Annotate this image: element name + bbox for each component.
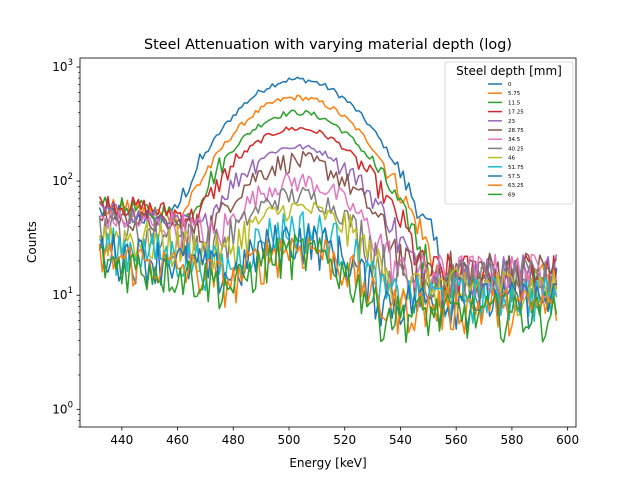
legend-box — [444, 61, 574, 205]
series-line-69 — [99, 233, 558, 344]
legend-label: 57.5 — [508, 174, 521, 180]
y-axis-label: Counts — [25, 221, 39, 263]
legend-label: 23 — [508, 119, 515, 125]
plot-lines — [98, 76, 558, 344]
legend-label: 46 — [508, 156, 515, 162]
x-axis-label: Energy [keV] — [289, 456, 366, 470]
legend: Steel depth [mm] 0 5.75 11.5 17.25 23 28.75 34.… — [444, 61, 574, 205]
y-axis: 100 101 102 103 — [52, 58, 80, 428]
x-axis: 440 460 480 500 520 540 560 580 600 — [110, 427, 579, 447]
y-tick-label: 102 — [52, 172, 73, 188]
plot-frame — [79, 57, 577, 428]
legend-label: 34.5 — [508, 137, 521, 143]
y-tick-label: 100 — [52, 400, 73, 416]
x-tick-label: 460 — [166, 433, 189, 447]
legend-label: 17.25 — [508, 110, 524, 116]
x-tick-label: 540 — [389, 433, 412, 447]
legend-label: 40.25 — [508, 146, 524, 152]
legend-label: 63.25 — [508, 183, 524, 189]
legend-label: 5.75 — [508, 91, 521, 97]
legend-label: 11.5 — [508, 100, 521, 106]
series-line-34.5 — [99, 172, 558, 301]
legend-label: 69 — [508, 192, 515, 198]
y-tick-label: 103 — [52, 58, 73, 74]
x-tick-label: 500 — [278, 433, 301, 447]
x-tick-label: 480 — [222, 433, 245, 447]
x-tick-label: 560 — [445, 433, 468, 447]
series-line-63.25 — [98, 236, 558, 337]
x-tick-label: 520 — [333, 433, 356, 447]
legend-title: Steel depth [mm] — [456, 64, 562, 78]
legend-label: 0 — [508, 82, 512, 88]
legend-label: 28.75 — [508, 128, 524, 134]
chart-title: Steel Attenuation with varying material … — [144, 37, 512, 53]
y-tick-label: 101 — [52, 286, 73, 302]
legend-label: 51.75 — [508, 165, 524, 171]
series-line-28.75 — [98, 150, 558, 299]
x-tick-label: 580 — [500, 433, 523, 447]
x-tick-label: 440 — [110, 433, 133, 447]
x-tick-label: 600 — [556, 433, 579, 447]
